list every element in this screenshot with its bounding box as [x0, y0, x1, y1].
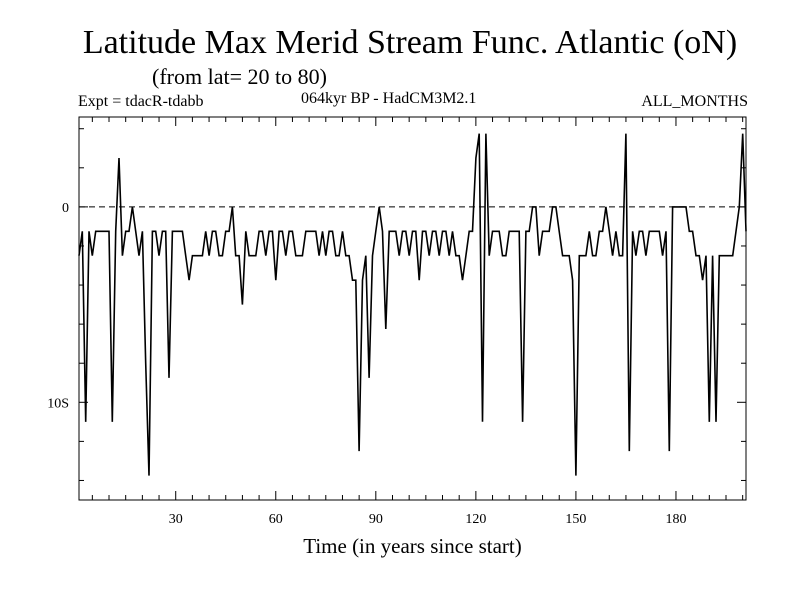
period-label: ALL_MONTHS [641, 93, 748, 110]
x-axis-label: Time (in years since start) [303, 534, 522, 558]
x-tick-label: 120 [465, 512, 486, 527]
y-tick-label: 0 [62, 201, 69, 216]
x-tick-label: 60 [269, 512, 283, 527]
run-label: 064kyr BP - HadCM3M2.1 [301, 90, 477, 107]
chart-title: Latitude Max Merid Stream Func. Atlantic… [82, 24, 738, 61]
plot-frame [78, 116, 747, 501]
y-tick-label: 10S [47, 396, 69, 411]
series-line [78, 133, 747, 476]
x-tick-label: 30 [169, 512, 183, 527]
experiment-label: Expt = tdacR-tdabb [78, 93, 204, 110]
x-tick-label: 150 [565, 512, 586, 527]
x-tick-label: 180 [665, 512, 686, 527]
chart-subtitle: (from lat= 20 to 80) [152, 64, 327, 89]
x-tick-label: 90 [369, 512, 383, 527]
